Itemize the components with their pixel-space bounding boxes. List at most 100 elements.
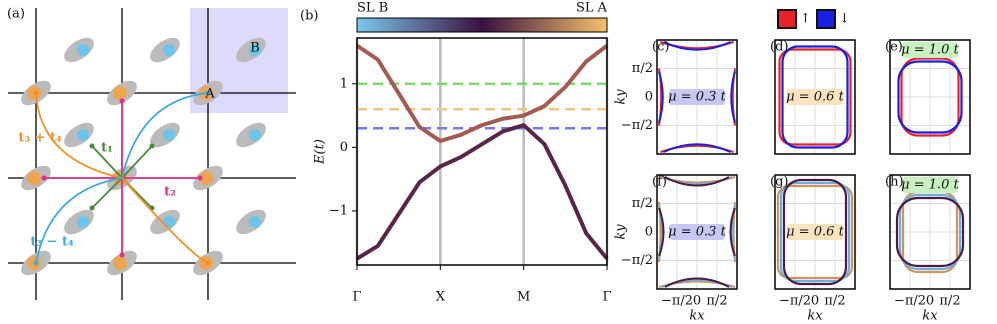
x-tick-label: −π/2 [661,294,693,309]
diagram-label: B [250,41,260,56]
fermi-panel: μ = 0.6 t (d) [770,39,856,155]
panel-frame [656,39,738,155]
mu-label: μ = 1.0 t [901,178,959,193]
panel-label: (b) [300,9,318,24]
fermi-contour [778,48,852,146]
x-axis-label: kx [922,309,938,324]
panel-label: (d) [770,40,788,55]
panel-frame [889,174,971,290]
mu-badge [669,224,725,240]
fermi-contour [781,45,849,149]
fermi-contour [776,184,854,280]
diagram-label: t₁ [101,141,113,156]
diagram-label: A [204,87,215,102]
y-tick-label: 0 [645,90,653,105]
hopping-arrow [121,145,153,179]
arrow-head [149,143,155,149]
panel-b: SL B SL A (b) Γ X M Γ −1 0 1 E(t) [300,1,612,305]
x-tick-label: π/2 [939,294,960,309]
x-tick-label: π/2 [824,294,845,309]
site-a [199,171,213,185]
panel-frame [656,174,738,290]
mu-label: μ = 0.3 t [668,90,726,105]
arrow-head [89,143,95,149]
site-a [27,171,41,185]
legend-swatch [777,9,797,29]
y-tick-label: 1 [340,76,348,91]
fermi-panels: ↑ ↓μ = 0.3 t(c)π/20−π/2ky μ = 0.6 t(d) μ = … [614,9,971,324]
x-tick-label: 0 [926,294,934,309]
arrow-head [205,260,211,266]
y-tick-label: −π/2 [621,253,653,268]
fermi-contour [658,71,664,123]
site-b [249,129,261,141]
panel-label: (h) [885,175,904,190]
site-a [113,256,127,270]
x-tick-label: π/2 [706,294,727,309]
diagram-label: t₃ − t₄ [30,235,74,250]
site-a [113,86,127,100]
fermi-contour [897,60,963,134]
site-b [77,44,89,56]
fermi-contour [663,41,731,51]
y-axis-label: ky [614,224,629,240]
fermi-contour [658,207,665,257]
arrow-head [33,260,39,266]
y-tick-label: 0 [645,225,653,240]
mu-badge [902,42,958,58]
mu-label: μ = 0.3 t [668,225,726,240]
y-tick-label: −π/2 [621,118,653,133]
plot-frame [356,37,608,266]
arrow-head [197,175,203,181]
hopping-arrow [121,177,209,264]
arrow-head [41,175,47,181]
x-axis-label: kx [807,309,823,324]
site-b [77,216,89,228]
fermi-contour [898,193,962,271]
diagram-label: (a) [7,7,25,22]
legend-swatch [816,9,836,29]
arrow-head [119,252,125,258]
panel-frame [889,39,971,155]
x-tick-label: X [436,290,446,305]
hopping-arrow [35,92,123,179]
hopping-arrow [91,145,123,179]
fermi-contour [782,178,848,286]
fermi-contour [664,176,730,187]
mu-badge [787,224,843,240]
colorbar-label: SL B [357,1,388,16]
y-tick-label: π/2 [632,61,653,76]
hopping-arrow [35,177,123,264]
site-b [249,216,261,228]
x-tick-label: −π/2 [894,294,926,309]
arrow-head [205,90,211,96]
y-axis-label: ky [614,89,629,105]
legend-label: ↓ [839,12,850,27]
x-tick-label: −π/2 [779,294,811,309]
site-b [249,44,261,56]
fermi-contour [779,181,851,283]
y-tick-label: −1 [329,203,348,218]
panel-a: (a) B At₃ + t₄ t₁ t₂ t₃ − t₄ [7,7,296,300]
hopping-arrow [91,177,123,209]
fermi-panel: μ = 1.0 t(h) −π/2 0 π/2kx [885,174,971,324]
fermi-contour [663,143,731,153]
panel-label: (e) [885,40,903,55]
panel-label: (g) [770,175,788,190]
site-b [163,44,175,56]
y-axis-label: E(t) [313,139,328,165]
fermi-panel: μ = 0.3 t (c) π/2 0 −π/2 ky [614,39,738,155]
panel-frame [774,174,856,290]
y-tick-label: 0 [340,140,348,155]
x-tick-label: M [517,290,530,305]
x-tick-label: 0 [693,294,701,309]
mu-badge [669,89,725,105]
arrow-head [33,90,39,96]
mu-label: μ = 0.6 t [786,225,844,240]
mu-badge [902,177,958,193]
x-tick-label: Γ [602,290,611,305]
diagram-label: t₃ + t₄ [18,131,62,146]
panel-label: (f) [652,175,667,190]
